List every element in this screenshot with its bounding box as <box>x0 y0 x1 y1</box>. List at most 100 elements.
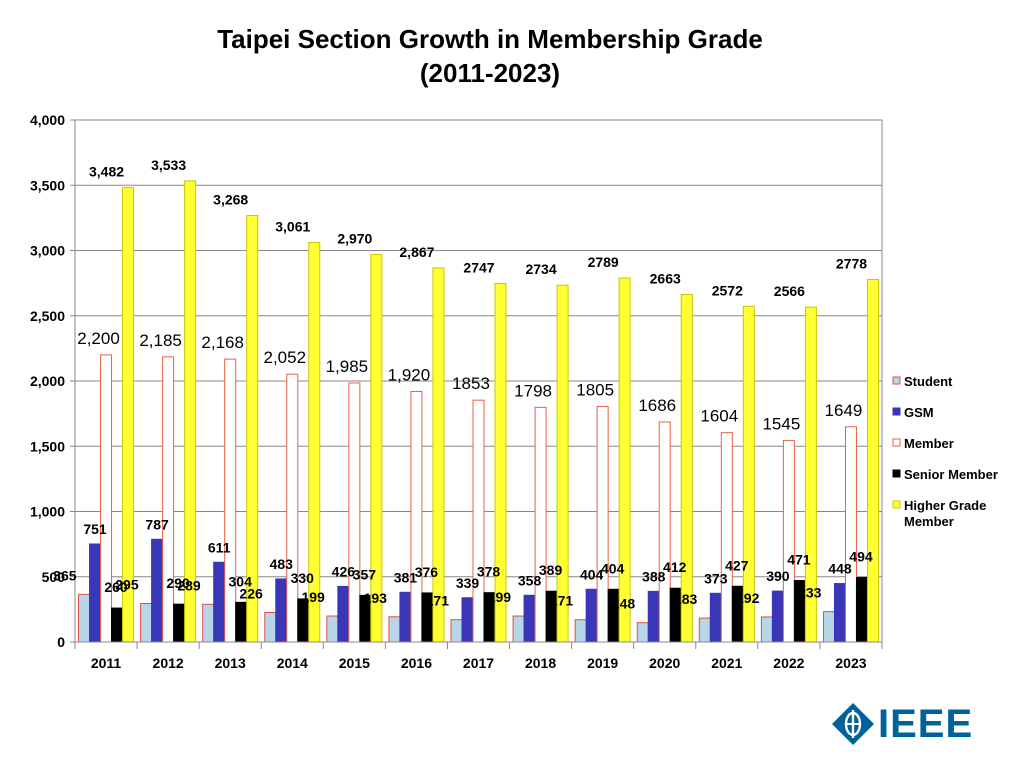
bar <box>348 382 361 643</box>
bar <box>213 561 226 643</box>
y-tick-label: 3,000 <box>30 243 65 259</box>
data-label: 2747 <box>463 260 494 276</box>
data-label: 378 <box>477 564 501 580</box>
bar <box>370 253 383 643</box>
bar <box>399 591 412 643</box>
bar <box>556 284 569 643</box>
bar <box>833 583 846 643</box>
data-label: 376 <box>415 564 439 580</box>
bar <box>173 603 186 643</box>
data-label: 2566 <box>774 283 805 299</box>
x-tick-label: 2013 <box>215 655 246 671</box>
data-label: 192 <box>736 590 760 606</box>
bar <box>636 622 649 643</box>
data-label: 199 <box>488 589 512 605</box>
bar <box>122 187 135 643</box>
bar <box>162 356 175 643</box>
bar <box>647 590 660 643</box>
data-label: 2,185 <box>139 331 182 350</box>
bar <box>111 607 124 643</box>
data-label: 2,970 <box>337 230 372 246</box>
data-label: 373 <box>704 570 728 586</box>
bar <box>585 588 598 643</box>
data-label: 2,168 <box>201 333 244 352</box>
ieee-diamond-icon <box>832 703 874 745</box>
bar <box>658 421 671 643</box>
x-tick-label: 2020 <box>649 655 680 671</box>
chart: Taipei Section Growth in Membership Grad… <box>30 24 998 671</box>
x-tick-label: 2017 <box>463 655 494 671</box>
legend-label: GSM <box>904 405 934 420</box>
bar <box>100 354 113 643</box>
data-label: 2778 <box>836 255 867 271</box>
data-label: 3,061 <box>275 219 310 235</box>
data-label: 412 <box>663 559 687 575</box>
bar <box>844 426 857 643</box>
data-label: 365 <box>53 567 77 583</box>
legend-swatch <box>892 407 901 416</box>
y-tick-label: 3,500 <box>30 177 65 193</box>
x-tick-label: 2016 <box>401 655 432 671</box>
data-label: 3,533 <box>151 157 186 173</box>
x-tick-label: 2012 <box>153 655 184 671</box>
ieee-logo-text: IEEE <box>878 702 974 746</box>
x-tick-label: 2019 <box>587 655 618 671</box>
bar <box>326 615 339 643</box>
data-label: 611 <box>208 539 231 555</box>
data-label: 358 <box>518 572 542 588</box>
data-label: 1853 <box>452 374 490 393</box>
bar <box>461 597 474 643</box>
data-label: 381 <box>394 569 418 585</box>
legend-swatch <box>892 469 901 478</box>
data-label: 199 <box>301 589 325 605</box>
x-tick-label: 2018 <box>525 655 556 671</box>
x-tick-label: 2014 <box>277 655 308 671</box>
y-tick-label: 4,000 <box>30 112 65 128</box>
data-label: 1,920 <box>388 365 431 384</box>
bar <box>184 180 197 643</box>
bar <box>151 538 164 643</box>
bar <box>698 617 711 643</box>
data-label: 290 <box>166 575 190 591</box>
bar <box>78 593 91 643</box>
data-label: 751 <box>83 521 107 537</box>
data-label: 2789 <box>588 254 619 270</box>
x-tick-label: 2011 <box>91 655 122 671</box>
bar <box>523 594 536 643</box>
legend-swatch <box>892 376 901 385</box>
data-label: 390 <box>766 568 790 584</box>
bar <box>89 543 102 643</box>
bar <box>512 615 525 643</box>
bar <box>275 578 288 643</box>
data-label: 339 <box>456 575 480 591</box>
legend-swatch <box>892 500 901 509</box>
legend-label: Member <box>904 514 954 529</box>
data-label: 427 <box>725 557 749 573</box>
bar <box>264 612 277 643</box>
data-label: 289 <box>177 577 201 593</box>
data-label: 404 <box>580 566 604 582</box>
legend-swatch <box>892 438 901 447</box>
ieee-logo: IEEE <box>830 700 972 748</box>
x-tick-label: 2015 <box>339 655 370 671</box>
data-label: 787 <box>145 516 169 532</box>
axes: 0 500 1,000 1,500 2,000 2,500 3,000 3,500 4,000 2… <box>30 112 883 671</box>
data-label: 388 <box>642 568 666 584</box>
y-tick-label: 2,500 <box>30 308 65 324</box>
data-label: 1798 <box>514 381 552 400</box>
data-label: 171 <box>550 593 574 609</box>
plot-border <box>74 119 883 643</box>
x-tick-label: 2021 <box>711 655 742 671</box>
legend-label: Higher Grade <box>904 498 986 513</box>
bar <box>782 439 795 643</box>
bar <box>432 267 445 643</box>
data-label: 357 <box>353 566 377 582</box>
bar <box>822 611 835 643</box>
y-tick-label: 1,000 <box>30 504 65 520</box>
bar <box>574 619 587 643</box>
data-label: 1649 <box>825 401 863 420</box>
data-label: 330 <box>291 570 315 586</box>
data-label: 233 <box>798 585 822 601</box>
bar <box>680 293 693 643</box>
data-label: 260 <box>104 579 128 595</box>
